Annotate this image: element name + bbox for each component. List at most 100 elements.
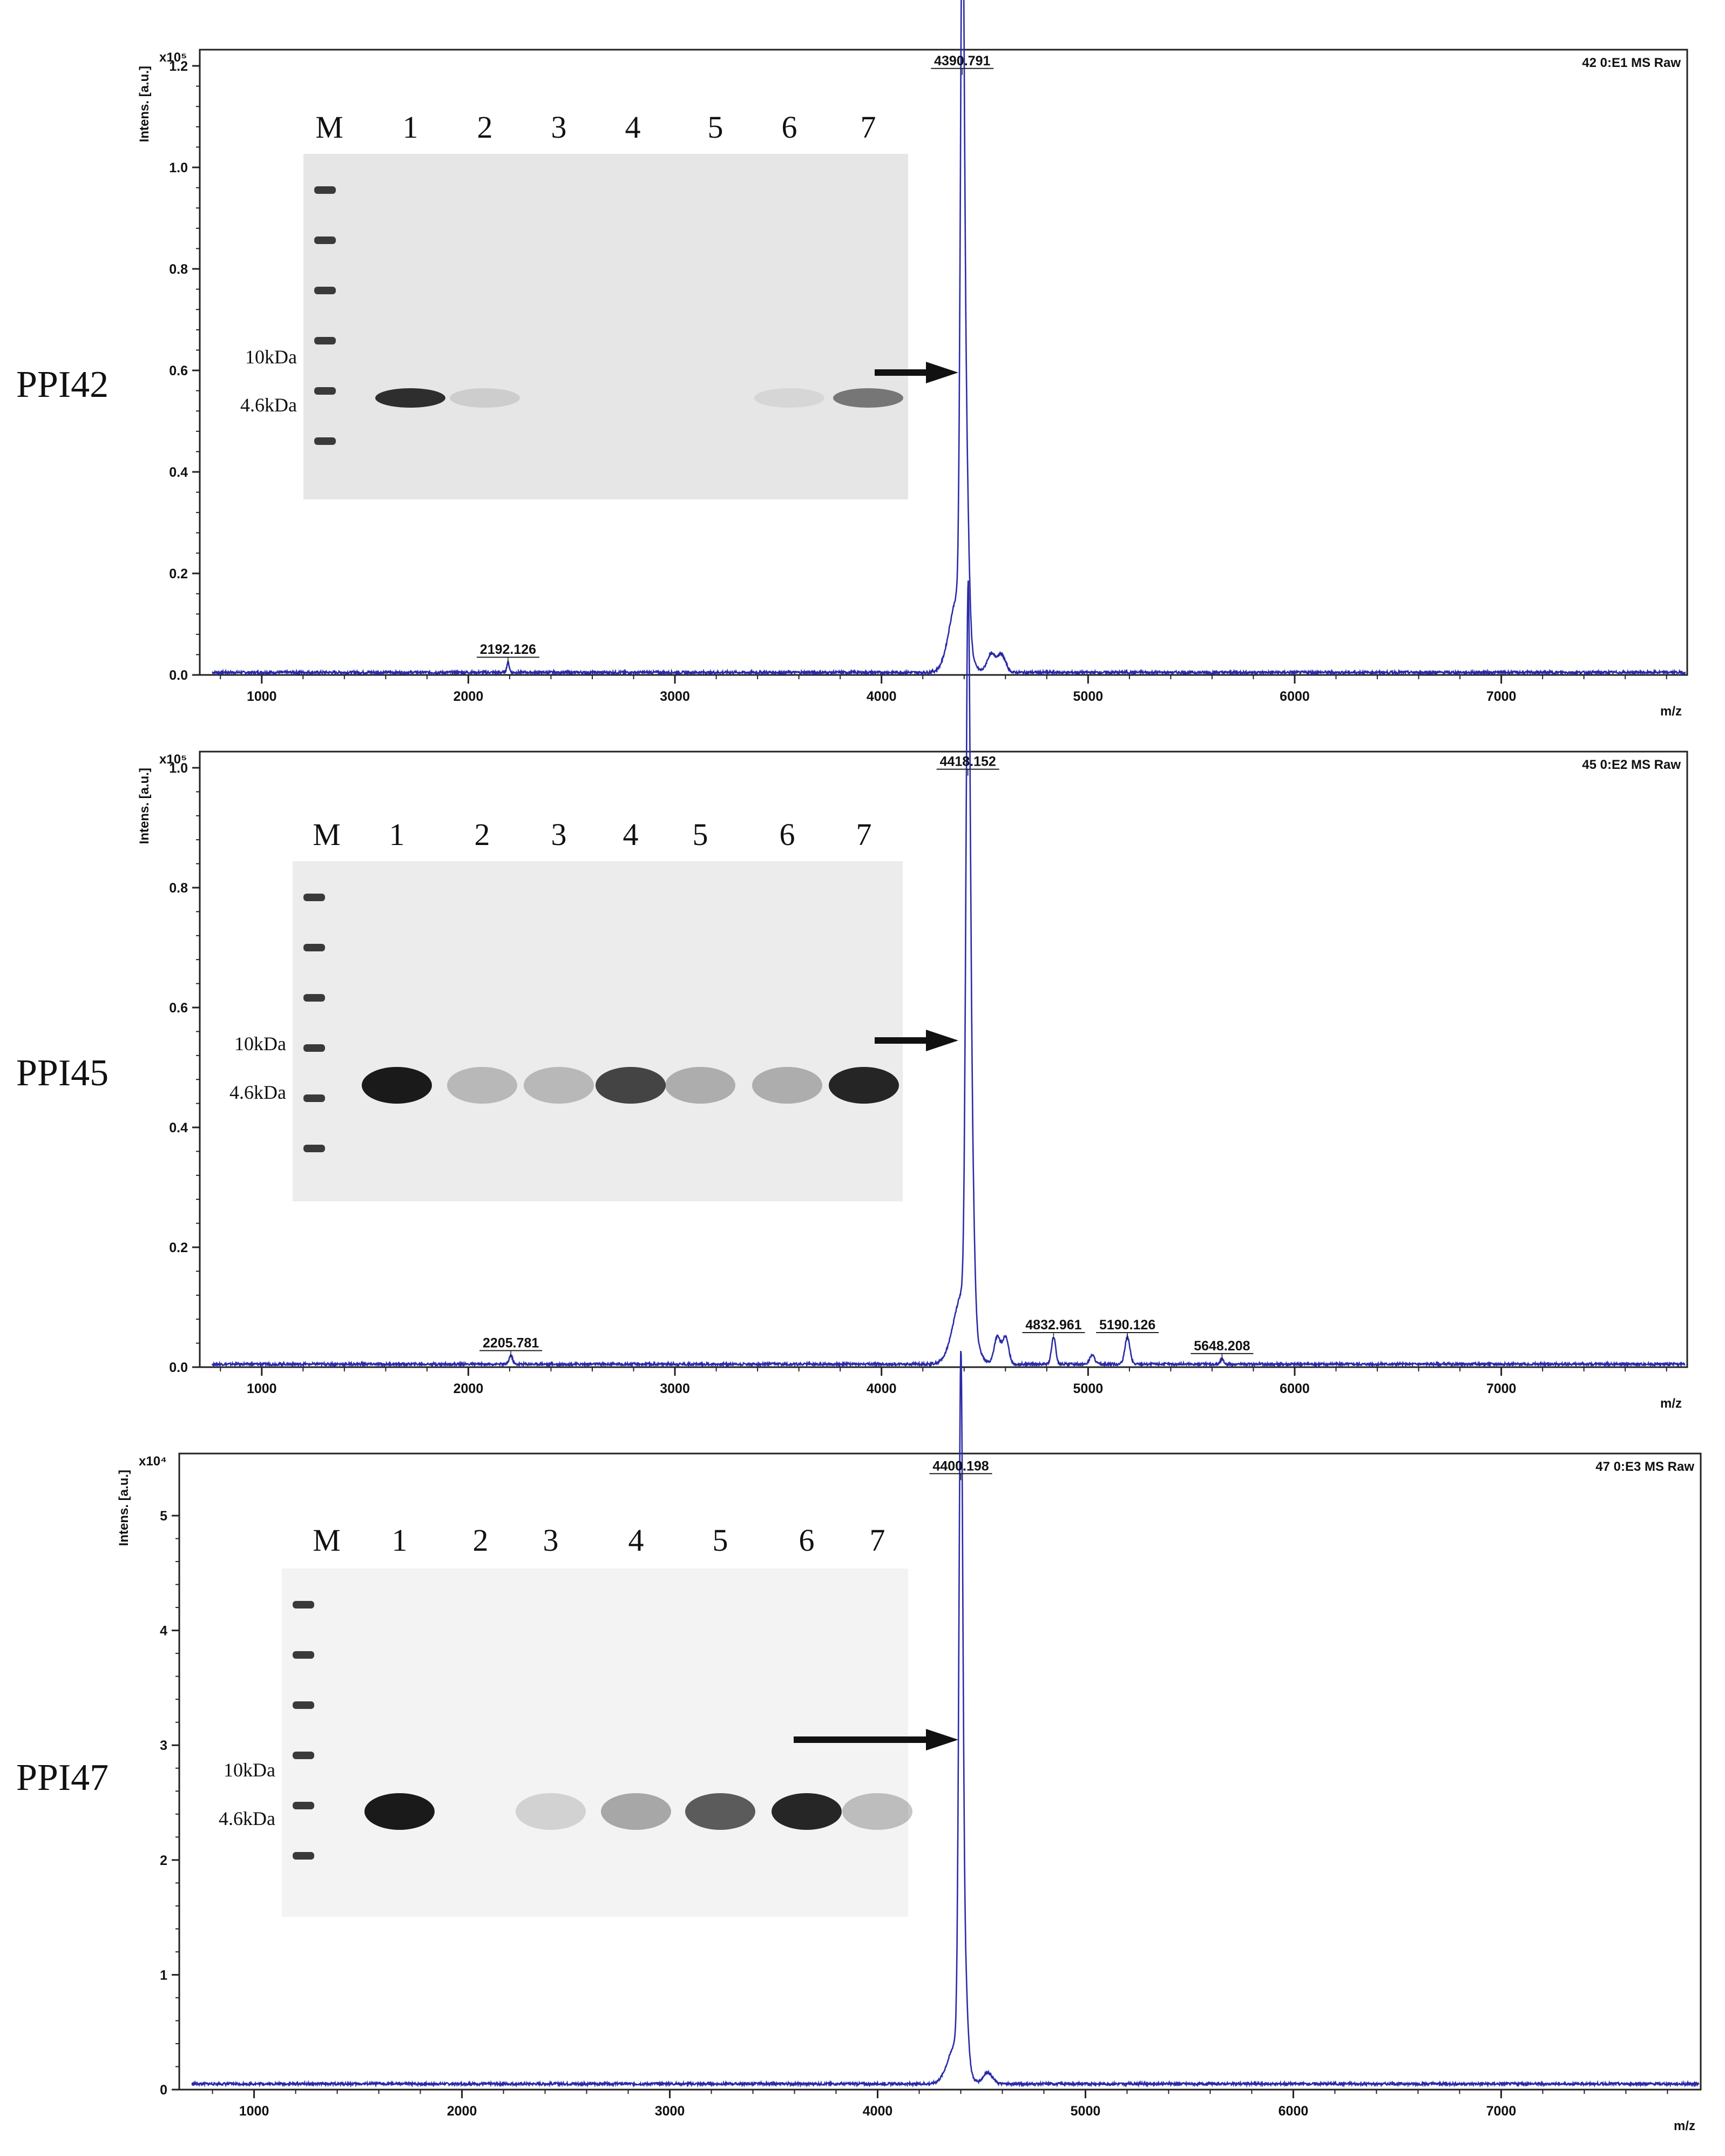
- gel-lane-label: 5: [713, 1523, 728, 1558]
- x-tick-label: 4000: [867, 689, 897, 704]
- plot-frame: [199, 751, 1688, 1368]
- peak-label: 5190.126: [1099, 1317, 1155, 1333]
- y-tick-label: 0: [160, 2083, 167, 2098]
- y-tick-label: 0.2: [169, 566, 188, 582]
- x-tick-label: 2000: [447, 2104, 477, 2119]
- y-tick-label: 0.8: [169, 262, 188, 277]
- x-axis-label: m/z: [1660, 704, 1682, 719]
- gel-lane-label: 6: [782, 110, 797, 145]
- x-tick-label: 6000: [1278, 2104, 1309, 2119]
- ladder-band: [314, 437, 336, 445]
- x-tick-label: 4000: [863, 2104, 893, 2119]
- ladder-band: [293, 1852, 314, 1860]
- x-tick-label: 1000: [247, 1381, 277, 1396]
- y-tick-label: 0.6: [169, 1001, 188, 1016]
- gel-lane-label: 1: [403, 110, 418, 145]
- gel-lane-label: 3: [551, 110, 567, 145]
- gel-sample-band: [772, 1793, 842, 1830]
- ladder-band: [293, 1802, 314, 1809]
- x-tick-label: 7000: [1486, 1381, 1517, 1396]
- marker-label-4-6kda: 4.6kDa: [240, 394, 297, 416]
- y-exponent-label: x10⁴: [139, 1454, 167, 1469]
- gel-lane-label: 7: [861, 110, 876, 145]
- y-tick-label: 0.0: [169, 668, 188, 683]
- y-tick-label: 0.4: [169, 465, 188, 480]
- x-tick-label: 4000: [867, 1381, 897, 1396]
- plot-frame: [178, 1452, 1702, 2091]
- y-axis-label: Intens. [a.u.]: [117, 1470, 131, 1546]
- x-tick-label: 5000: [1073, 689, 1104, 704]
- y-tick-label: 3: [160, 1738, 167, 1753]
- ladder-band: [303, 894, 325, 901]
- gel-lane-label: 3: [551, 817, 567, 852]
- y-tick-label: 5: [160, 1509, 167, 1524]
- gel-image: [303, 154, 908, 499]
- ladder-band: [293, 1651, 314, 1659]
- spectrum-label: 47 0:E3 MS Raw: [1595, 1459, 1694, 1474]
- x-tick-label: 3000: [660, 689, 690, 704]
- ladder-band: [314, 186, 336, 194]
- y-tick-label: 0.0: [169, 1360, 188, 1375]
- arrow-head: [926, 362, 958, 383]
- gel-sample-band: [450, 388, 520, 408]
- ladder-band: [314, 287, 336, 294]
- gel-lane-label: 2: [477, 110, 493, 145]
- marker-label-10kda: 10kDa: [234, 1033, 286, 1055]
- gel-lane-label: 6: [780, 817, 795, 852]
- ladder-band: [303, 1094, 325, 1102]
- gel-lane-label: 2: [475, 817, 490, 852]
- gel-lane-label: 4: [623, 817, 639, 852]
- sample-label: PPI45: [16, 1052, 109, 1094]
- gel-sample-band: [447, 1067, 517, 1104]
- x-tick-label: 3000: [660, 1381, 690, 1396]
- gel-lane-label: M: [313, 817, 341, 852]
- gel-image: [293, 861, 903, 1201]
- y-axis-label: Intens. [a.u.]: [137, 768, 152, 844]
- plot-frame: [199, 49, 1688, 676]
- gel-lane-label: M: [315, 110, 343, 145]
- sample-label: PPI47: [16, 1757, 109, 1799]
- marker-label-10kda: 10kDa: [245, 346, 297, 368]
- gel-sample-band: [842, 1793, 912, 1830]
- y-tick-label: 4: [160, 1624, 167, 1639]
- peak-label: 5648.208: [1194, 1339, 1250, 1354]
- gel-sample-band: [375, 388, 445, 408]
- gel-sample-band: [524, 1067, 594, 1104]
- gel-sample-band: [829, 1067, 899, 1104]
- y-tick-label: 0.6: [169, 363, 188, 379]
- gel-lane-label: M: [313, 1523, 341, 1558]
- arrow-head: [926, 1729, 958, 1751]
- sample-label: PPI42: [16, 364, 109, 405]
- gel-lane-label: 7: [870, 1523, 885, 1558]
- peak-label: 4400.198: [932, 1458, 989, 1474]
- peak-label: 2192.126: [480, 642, 536, 657]
- spectrum-line: [212, 0, 1686, 677]
- x-tick-label: 1000: [247, 689, 277, 704]
- gel-sample-band: [601, 1793, 671, 1830]
- gel-lane-label: 1: [392, 1523, 408, 1558]
- gel-sample-band: [833, 388, 903, 408]
- gel-sample-band: [665, 1067, 735, 1104]
- marker-label-4-6kda: 4.6kDa: [219, 1808, 275, 1829]
- spectrum-line: [211, 580, 1686, 1368]
- x-tick-label: 5000: [1073, 1381, 1104, 1396]
- panel-ppi42: PPI42 42 0:E1 MS Raw Intens. [a.u.] x10⁵ 0.0…: [16, 0, 1688, 719]
- gel-sample-band: [752, 1067, 822, 1104]
- marker-label-10kda: 10kDa: [224, 1759, 275, 1781]
- peak-label: 4418.152: [940, 754, 996, 769]
- x-tick-label: 5000: [1071, 2104, 1101, 2119]
- gel-sample-band: [754, 388, 824, 408]
- gel-sample-band: [685, 1793, 755, 1830]
- x-tick-label: 1000: [239, 2104, 269, 2119]
- gel-sample-band: [596, 1067, 666, 1104]
- x-tick-label: 7000: [1486, 689, 1517, 704]
- y-tick-label: 0.2: [169, 1240, 188, 1255]
- x-tick-label: 6000: [1280, 689, 1310, 704]
- ladder-band: [314, 337, 336, 344]
- y-tick-label: 0.8: [169, 881, 188, 896]
- panel-ppi47: PPI47 47 0:E3 MS Raw Intens. [a.u.] x10⁴ 0 1 2…: [16, 1350, 1702, 2133]
- y-tick-label: 0.4: [169, 1120, 188, 1136]
- panel-ppi45: PPI45 45 0:E2 MS Raw Intens. [a.u.] x10⁵ 0.0…: [16, 580, 1688, 1411]
- gel-sample-band: [516, 1793, 586, 1830]
- marker-label-4-6kda: 4.6kDa: [229, 1082, 286, 1103]
